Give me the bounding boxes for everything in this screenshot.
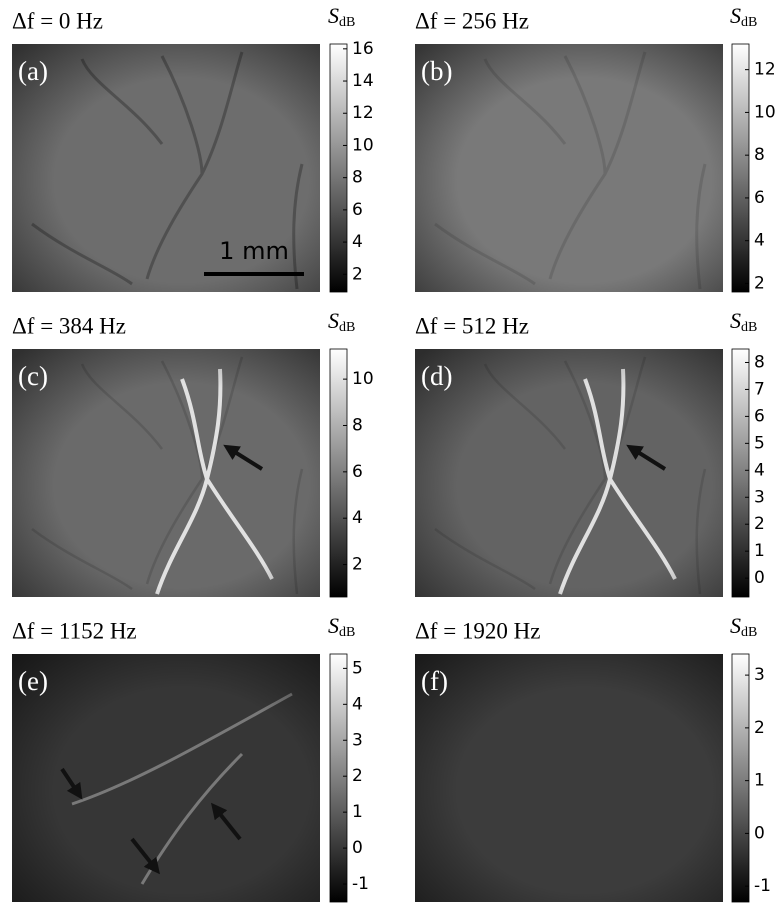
panel: (c): [12, 349, 320, 597]
colorbar-tick-label: 10: [352, 369, 374, 389]
colorbar-tick-label: 4: [754, 460, 765, 480]
vignette: [12, 654, 320, 902]
colorbar-tick-label: 3: [754, 487, 765, 507]
colorbar-tick-label: 8: [352, 168, 363, 188]
colorbar-tick-label: 4: [352, 232, 363, 252]
colorbar-tick-label: 1: [352, 802, 363, 822]
colorbar-label: SdB: [730, 613, 757, 640]
colorbar-tick-label: 8: [754, 352, 765, 372]
colorbar-tick-label: 14: [352, 71, 374, 91]
colorbar-label: SdB: [328, 613, 355, 640]
panel-title: Δf = 1920 Hz: [415, 618, 541, 643]
panel-label: (a): [18, 56, 48, 86]
colorbar-tick-label: 0: [754, 568, 765, 588]
colorbar-label-main: S: [328, 3, 339, 28]
colorbar: [732, 44, 749, 292]
colorbar-tick-label: 3: [754, 665, 765, 685]
colorbar-tick-label: 7: [754, 379, 765, 399]
panel-label: (e): [18, 666, 48, 696]
colorbar: [330, 654, 347, 902]
colorbar-tick-label: 8: [352, 415, 363, 435]
panel-label: (d): [421, 361, 452, 391]
panel: (f): [415, 654, 723, 902]
colorbar-label-sub: dB: [339, 320, 355, 335]
colorbar-label: SdB: [730, 308, 757, 335]
colorbar-tick-label: 6: [352, 200, 363, 220]
colorbar-label-sub: dB: [741, 625, 757, 640]
colorbar-tick-label: 6: [754, 406, 765, 426]
colorbar-tick-label: 2: [754, 273, 765, 293]
colorbar: [732, 349, 749, 597]
colorbar-label-sub: dB: [741, 15, 757, 30]
panel-title: Δf = 512 Hz: [415, 313, 529, 338]
colorbar-tick-label: 3: [352, 730, 363, 750]
colorbar-label: SdB: [328, 3, 355, 30]
colorbar-tick-label: 0: [754, 823, 765, 843]
colorbar-tick-label: 8: [754, 145, 765, 165]
scale-bar-label: 1 mm: [219, 237, 289, 265]
colorbar-tick-label: 4: [352, 508, 363, 528]
panel-label: (f): [421, 666, 448, 696]
colorbar-tick-label: 10: [352, 135, 374, 155]
vignette: [415, 44, 723, 292]
panel-title: Δf = 384 Hz: [12, 313, 126, 338]
panel-title: Δf = 0 Hz: [12, 8, 103, 33]
colorbar-label-main: S: [328, 613, 339, 638]
colorbar-tick-label: 2: [352, 264, 363, 284]
colorbar: [330, 349, 347, 597]
panel: (d): [415, 349, 723, 597]
colorbar-tick-label: 2: [754, 514, 765, 534]
colorbar-tick-label: -1: [352, 874, 369, 894]
colorbar-tick-label: 1: [754, 541, 765, 561]
colorbar-tick-label: 2: [352, 766, 363, 786]
colorbar-tick-label: 10: [754, 102, 776, 122]
panel: (e): [12, 654, 320, 902]
colorbar-label: SdB: [730, 3, 757, 30]
colorbar-tick-label: 6: [754, 188, 765, 208]
colorbar-label-main: S: [328, 308, 339, 333]
colorbar-tick-label: 2: [754, 718, 765, 738]
colorbar-tick-label: 12: [352, 103, 374, 123]
colorbar-label-sub: dB: [339, 15, 355, 30]
colorbar-tick-label: 4: [754, 231, 765, 251]
colorbar-tick-label: 1: [754, 771, 765, 791]
panel-title: Δf = 256 Hz: [415, 8, 529, 33]
figure: (a)1 mmΔf = 0 HzSdB246810121416(b)Δf = 2…: [0, 0, 782, 906]
colorbar-label: SdB: [328, 308, 355, 335]
colorbar-tick-label: 5: [352, 658, 363, 678]
colorbar-tick-label: 0: [352, 838, 363, 858]
colorbar-tick-label: 16: [352, 39, 374, 59]
panel: (a) 1 mm: [12, 44, 320, 292]
panel-title: Δf = 1152 Hz: [12, 618, 137, 643]
colorbar: [732, 654, 749, 902]
colorbar-tick-label: 4: [352, 694, 363, 714]
panel: (b): [415, 44, 723, 292]
panel-label: (b): [421, 56, 452, 86]
colorbar-tick-label: 12: [754, 60, 776, 80]
vignette: [415, 654, 723, 902]
colorbar-tick-label: 5: [754, 433, 765, 453]
colorbar-label-main: S: [730, 3, 741, 28]
panel-label: (c): [18, 361, 48, 391]
colorbar-label-main: S: [730, 613, 741, 638]
vignette: [12, 349, 320, 597]
colorbar-label-main: S: [730, 308, 741, 333]
colorbar-label-sub: dB: [741, 320, 757, 335]
colorbar-tick-label: 2: [352, 555, 363, 575]
colorbar-label-sub: dB: [339, 625, 355, 640]
vignette: [415, 349, 723, 597]
colorbar-tick-label: -1: [754, 876, 771, 896]
colorbar-tick-label: 6: [352, 462, 363, 482]
